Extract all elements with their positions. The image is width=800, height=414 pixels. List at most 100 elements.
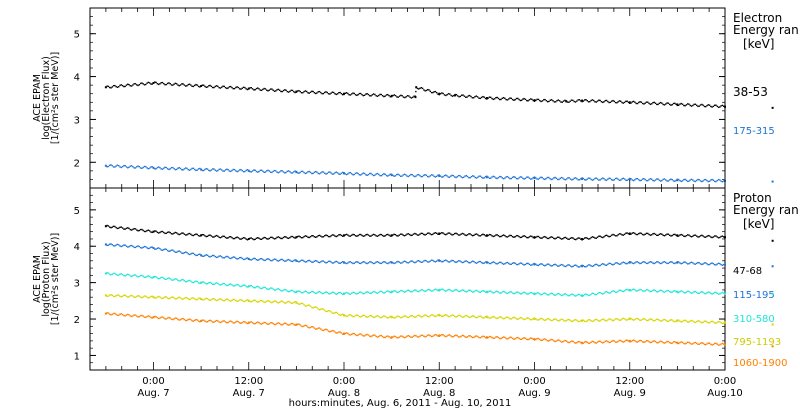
data-point	[152, 247, 155, 250]
data-point	[581, 99, 584, 102]
x-tick-date: Aug. 8	[423, 388, 455, 399]
data-point	[390, 174, 393, 177]
data-point	[581, 178, 584, 180]
y-tick-label: 5	[74, 206, 80, 217]
data-point	[438, 314, 441, 317]
data-point	[438, 232, 441, 235]
y-axis-label-line: ACE EPAM	[32, 74, 43, 122]
data-point	[628, 261, 631, 264]
data-point	[415, 86, 418, 89]
data-point	[485, 234, 488, 237]
data-point	[152, 316, 155, 319]
data-point	[104, 86, 107, 89]
y-tick-label: 3	[74, 279, 80, 290]
series-310-580	[104, 272, 774, 297]
legend-unit: [keV]	[743, 37, 774, 51]
data-point	[152, 166, 155, 169]
y-tick-label: 3	[74, 115, 80, 126]
data-point	[533, 236, 536, 239]
data-point	[676, 179, 679, 182]
data-point	[438, 92, 441, 95]
data-point	[152, 82, 155, 84]
y-tick-label: 5	[74, 30, 80, 41]
legend-entry: 38-53	[733, 85, 768, 99]
legend-entry: 795-1193	[733, 337, 781, 348]
data-point	[565, 100, 568, 103]
data-point	[343, 92, 345, 95]
data-point	[438, 334, 441, 337]
data-point	[533, 99, 536, 102]
y-axis-label: ACE EPAMlog(Electron Flux)[1/(cm²s ster …	[32, 52, 61, 144]
data-point	[152, 296, 155, 299]
data-point	[581, 319, 584, 322]
data-point	[152, 230, 155, 233]
legend-entry: 175-315	[733, 126, 775, 137]
y-tick-label: 4	[74, 73, 80, 84]
x-tick-time: 0:00	[333, 376, 355, 387]
data-point	[771, 323, 774, 326]
y-tick-label: 4	[74, 242, 80, 253]
data-point	[104, 272, 107, 275]
x-tick-time: 12:00	[425, 376, 454, 387]
data-point	[581, 265, 584, 268]
data-point	[247, 299, 250, 302]
data-point	[628, 318, 631, 321]
data-point	[247, 285, 250, 288]
data-point	[247, 321, 250, 324]
data-point	[771, 292, 774, 295]
data-point	[390, 336, 393, 339]
data-point	[200, 298, 203, 301]
data-point	[414, 96, 417, 99]
data-point	[724, 263, 726, 266]
x-tick-date: Aug. 7	[233, 388, 265, 399]
data-point	[581, 237, 584, 240]
data-point	[676, 290, 679, 293]
data-point	[104, 312, 107, 315]
y-axis-label-line: [1/(cm²s ster MeV)]	[50, 233, 61, 325]
data-point	[104, 294, 107, 297]
series-47-68	[104, 224, 774, 242]
data-point	[438, 288, 441, 291]
data-point	[628, 339, 631, 342]
data-point	[247, 237, 250, 240]
data-point	[200, 85, 203, 87]
data-point	[454, 94, 457, 97]
data-point	[200, 281, 203, 284]
data-point	[724, 343, 726, 346]
x-tick-time: 0:00	[714, 376, 736, 387]
data-point	[247, 257, 250, 260]
data-point	[390, 261, 393, 264]
data-point	[676, 341, 679, 344]
data-point	[247, 169, 250, 172]
data-point	[581, 294, 584, 297]
data-point	[485, 176, 488, 179]
data-point	[771, 265, 774, 268]
data-point	[628, 232, 631, 235]
data-point	[533, 292, 536, 295]
data-point	[676, 261, 679, 264]
data-point	[390, 94, 393, 97]
x-axis-label: hours:minutes, Aug. 6, 2011 - Aug. 10, 2…	[289, 398, 512, 409]
data-point	[533, 177, 536, 180]
data-point	[485, 261, 488, 264]
data-point	[295, 236, 298, 239]
legend-entry: 47-68	[733, 266, 762, 277]
data-point	[343, 261, 345, 264]
y-tick-label: 2	[74, 315, 80, 326]
data-point	[485, 336, 488, 339]
data-point	[485, 97, 488, 99]
series-795-1193	[104, 293, 774, 326]
series-1060-1900	[104, 312, 774, 348]
y-axis-label-line: log(Electron Flux)	[41, 56, 52, 140]
x-tick-time: 12:00	[615, 376, 644, 387]
data-point	[390, 316, 393, 319]
legend-title: Proton Energy ran	[733, 191, 799, 217]
data-point	[438, 175, 441, 177]
data-point	[390, 234, 393, 237]
data-point	[200, 168, 203, 171]
data-point	[200, 234, 203, 237]
x-tick-date: Aug. 9	[614, 388, 646, 399]
y-tick-label: 2	[74, 158, 80, 169]
